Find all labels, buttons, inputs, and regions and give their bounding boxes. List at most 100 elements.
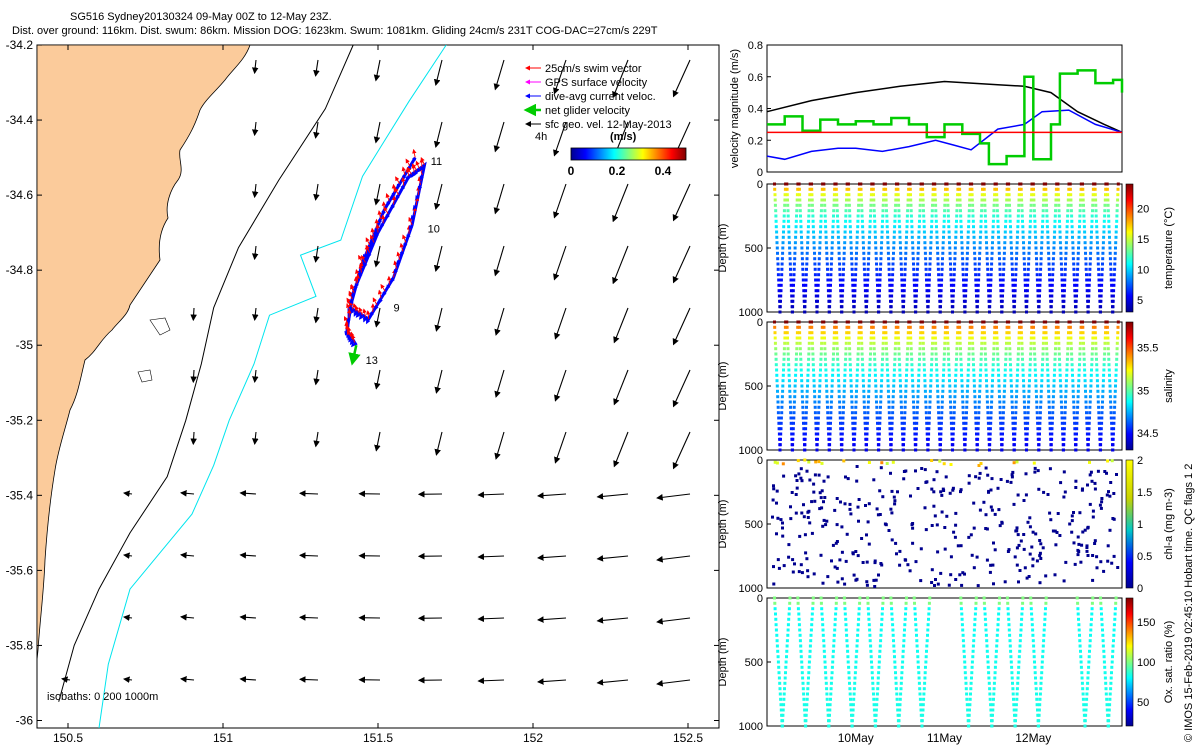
- profile-point: [777, 676, 781, 680]
- profile-point: [1101, 262, 1104, 266]
- chl-point: [1022, 533, 1026, 536]
- profile-point: [999, 427, 1003, 431]
- sfc-arrow: [596, 493, 629, 500]
- profile-point: [1113, 612, 1117, 616]
- profile-point: [967, 219, 971, 223]
- profile-point: [1041, 649, 1045, 653]
- sfc-arrow: [373, 245, 381, 268]
- profile-point: [972, 628, 976, 632]
- chl-point: [930, 487, 934, 491]
- profile-point: [1091, 347, 1094, 351]
- profile-point: [775, 241, 779, 245]
- profile-point: [1106, 347, 1110, 351]
- profile-point: [936, 384, 939, 388]
- profile-point: [817, 395, 821, 399]
- profile-point: [935, 373, 939, 377]
- profile-point: [1111, 294, 1115, 298]
- profile-point: [1063, 278, 1067, 282]
- profile-point: [1021, 368, 1025, 372]
- profile-point: [817, 267, 821, 271]
- profile-point: [800, 389, 804, 393]
- chl-point: [961, 571, 965, 575]
- profile-point: [917, 681, 921, 685]
- profile-point: [1015, 384, 1019, 388]
- profile-point: [982, 601, 986, 605]
- profile-point: [880, 617, 884, 621]
- profile-point: [974, 601, 978, 605]
- profile-point: [1114, 601, 1118, 605]
- profile-point: [1108, 235, 1111, 239]
- profile-point: [953, 257, 957, 261]
- profile-point: [930, 357, 934, 361]
- profile-point: [830, 671, 834, 675]
- profile-point: [985, 241, 988, 245]
- profile-point: [892, 639, 895, 643]
- profile-point: [1007, 628, 1011, 632]
- profile-point: [885, 214, 889, 218]
- profile-point: [888, 283, 892, 287]
- profile-point: [826, 421, 830, 425]
- profile-point: [888, 416, 892, 420]
- profile-point: [855, 235, 859, 239]
- profile-point: [919, 331, 923, 335]
- profile-point: [1046, 368, 1050, 372]
- profile-point: [1033, 352, 1037, 356]
- profile-point: [940, 416, 944, 420]
- profile-point: [842, 400, 846, 404]
- profile-point: [990, 262, 994, 266]
- profile-point: [886, 373, 890, 377]
- profile-point: [861, 235, 865, 239]
- profile-point: [982, 182, 986, 186]
- profile-point: [1082, 363, 1086, 367]
- profile-point: [1045, 363, 1049, 367]
- profile-point: [1013, 427, 1017, 431]
- profile-point: [879, 251, 883, 255]
- profile-point: [903, 411, 907, 415]
- profile-point: [1020, 612, 1024, 616]
- profile-point: [923, 671, 927, 675]
- profile-point: [955, 214, 959, 218]
- profile-point: [1021, 357, 1024, 361]
- chl-point: [1062, 495, 1066, 499]
- profile-point: [960, 384, 964, 388]
- profile-point: [1082, 203, 1085, 207]
- profile-point: [1029, 341, 1033, 345]
- profile-point: [958, 187, 962, 191]
- chl-point: [845, 532, 849, 536]
- chl-point: [806, 569, 810, 573]
- profile-point: [959, 596, 963, 600]
- profile-point: [1088, 639, 1092, 643]
- profile-point: [1091, 341, 1095, 345]
- chl-point: [1083, 528, 1087, 532]
- profile-point: [899, 384, 902, 388]
- profile-point: [968, 341, 971, 345]
- profile-point: [958, 331, 962, 335]
- profile-point: [852, 310, 856, 314]
- profile-point: [807, 671, 811, 675]
- profile-point: [991, 373, 995, 377]
- profile-point: [1090, 368, 1093, 372]
- profile-point: [904, 395, 908, 399]
- profile-point: [880, 235, 884, 239]
- profile-point: [962, 416, 965, 420]
- profile-point: [930, 363, 934, 367]
- profile-point: [860, 341, 864, 345]
- profile-point: [836, 235, 840, 239]
- profile-point: [976, 289, 980, 293]
- sfc-arrow: [298, 552, 319, 559]
- profile-point: [1093, 187, 1097, 191]
- profile-point: [859, 187, 863, 191]
- profile-point: [1087, 437, 1090, 441]
- profile-point: [1041, 357, 1045, 361]
- profile-point: [1040, 235, 1044, 239]
- profile-point: [1045, 347, 1049, 351]
- profile-point: [900, 676, 904, 680]
- profile-point: [828, 289, 832, 293]
- sfc-arrow: [313, 183, 320, 201]
- profile-point: [1096, 400, 1100, 404]
- profile-point: [863, 411, 867, 415]
- profile-point: [781, 241, 785, 245]
- profile-point: [919, 193, 923, 197]
- profile-point: [1065, 219, 1069, 223]
